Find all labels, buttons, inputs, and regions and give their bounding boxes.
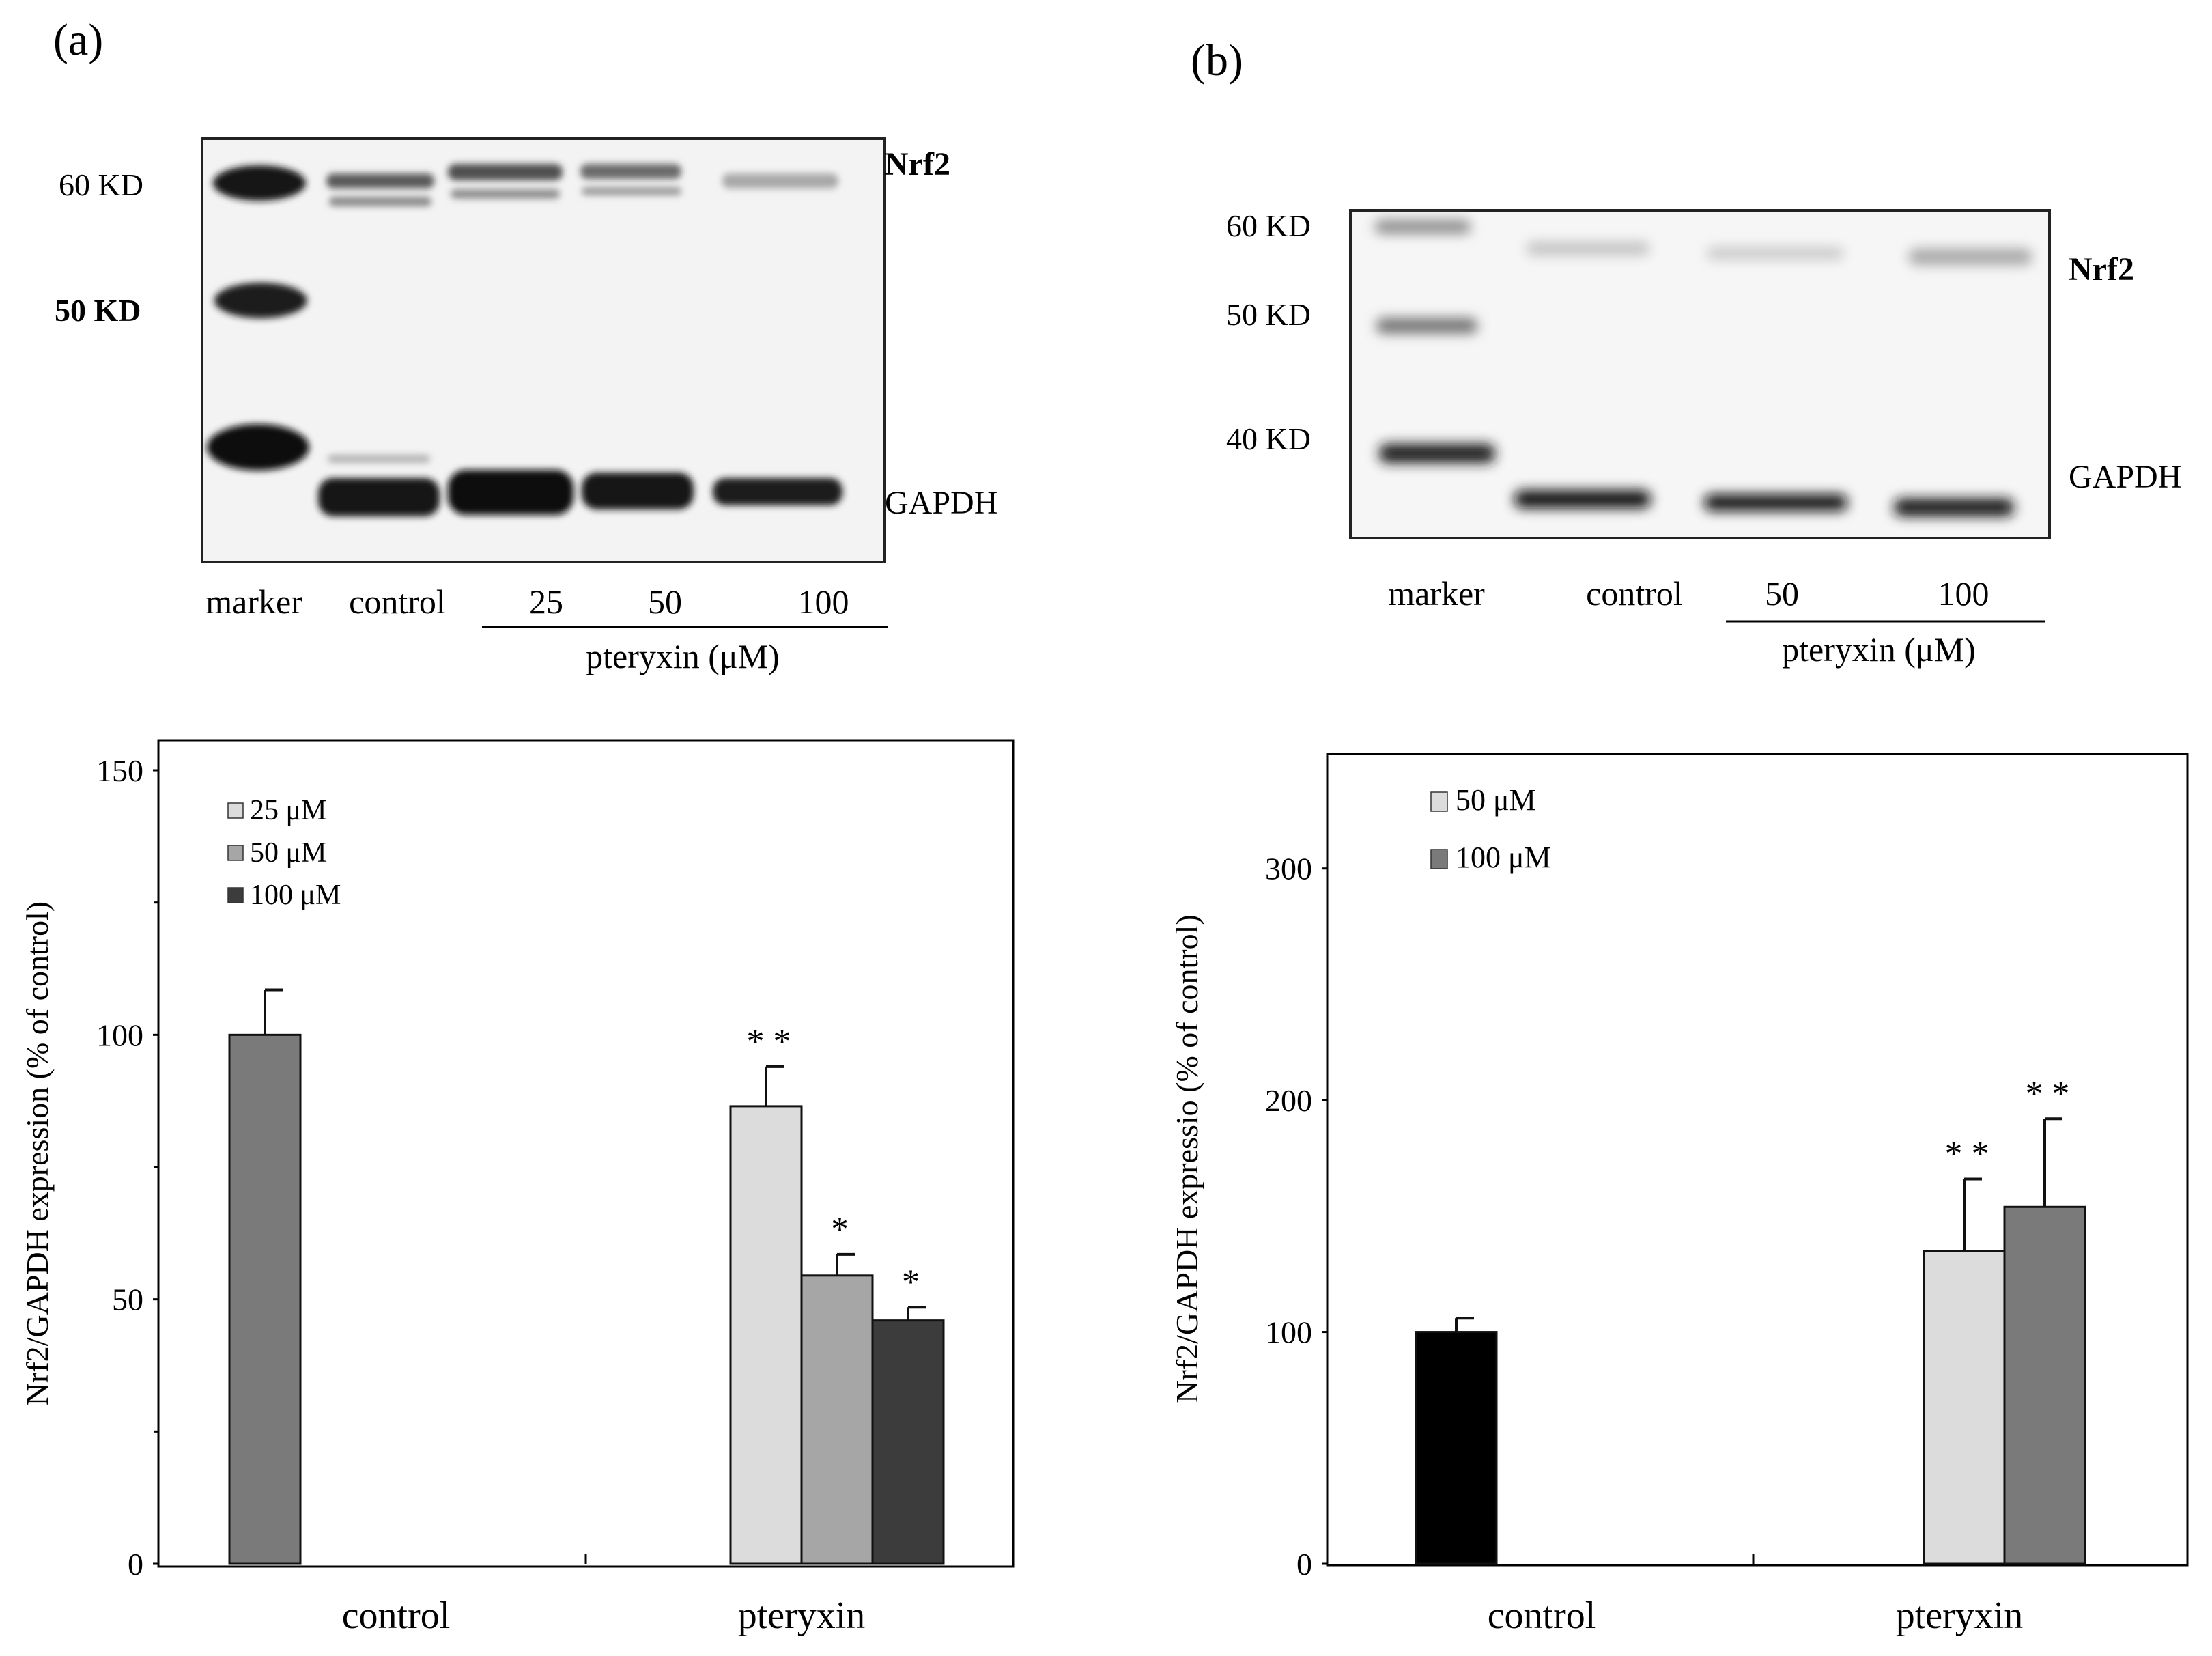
legend-label-50: 50 μM: [1456, 783, 1536, 817]
blot-a-nrf2-band: [580, 164, 681, 179]
y-tick-label: 100: [96, 1018, 143, 1052]
panel-b-label: (b): [1191, 36, 1243, 85]
panel-b: (b) 60 KD 50 KD 40 KD Nrf2 GAPDH marker …: [1169, 36, 2189, 1637]
blot-a-nrf2-band: [329, 197, 431, 206]
blot-a-gapdh-band: [582, 473, 694, 509]
chart-b: Nrf2/GAPDH expressio (% of control) cont…: [1169, 753, 2189, 1637]
blot-b-bands: [1375, 220, 2032, 516]
chart-a-ylabel: Nrf2/GAPDH expression (% of control): [20, 901, 55, 1405]
blot-a-lane-25: 25: [529, 583, 563, 621]
y-tick-label: 100: [1265, 1315, 1312, 1350]
blot-b-nrf2-band: [1909, 249, 2032, 265]
blot-a-marker-50kd: 50 KD: [55, 293, 141, 328]
blot-a-nrf2-band: [451, 189, 560, 199]
y-tick-label: 0: [128, 1547, 143, 1582]
chart-a-plot-frame: [157, 739, 1015, 1568]
bar-control: [1415, 1331, 1498, 1565]
blot-a-band-gapdh: GAPDH: [885, 485, 997, 521]
blot-a-band-nrf2: Nrf2: [885, 146, 950, 182]
blot-a-nrf2-band: [326, 173, 434, 188]
y-tick-label: 200: [1265, 1083, 1312, 1118]
legend-label-50: 50 μM: [250, 837, 326, 869]
significance-marker: *: [902, 1263, 920, 1302]
legend-swatch-50: [227, 845, 244, 861]
blot-b-marker-40kd: 40 KD: [1226, 421, 1311, 456]
blot-a-lane-marker: marker: [205, 583, 302, 621]
blot-b-lane-marker: marker: [1388, 574, 1485, 613]
blot-b-lane-100: 100: [1938, 574, 1989, 613]
chart-a-xtick-pteryxin: pteryxin: [738, 1595, 866, 1637]
significance-marker: * *: [1945, 1135, 1989, 1174]
y-tick-label: 0: [1296, 1547, 1312, 1582]
legend-swatch-100: [227, 887, 244, 903]
blot-a-gapdh-band: [328, 455, 430, 463]
y-tick-label: 300: [1265, 852, 1312, 886]
chart-a: Nrf2/GAPDH expression (% of control) con…: [20, 739, 1015, 1637]
blot-b-marker-band: [1375, 220, 1471, 234]
blot-b-nrf2-band: [1707, 247, 1843, 259]
legend-swatch-50: [1430, 791, 1448, 812]
blot-b-marker-band: [1376, 318, 1477, 333]
y-tick-label: 50: [112, 1282, 143, 1317]
bar-control: [228, 1033, 302, 1565]
bar-pteryxin-25μM: [729, 1105, 803, 1565]
blot-b-lane-control: control: [1586, 574, 1683, 613]
significance-marker: * *: [747, 1022, 791, 1061]
legend-label-100: 100 μM: [1456, 841, 1551, 874]
legend-label-100: 100 μM: [250, 880, 341, 911]
significance-marker: *: [831, 1210, 849, 1249]
blot-b: 60 KD 50 KD 40 KD Nrf2 GAPDH marker cont…: [1226, 208, 2181, 669]
chart-b-ylabel: Nrf2/GAPDH expressio (% of control): [1169, 914, 1204, 1403]
blot-a-gapdh-band: [448, 470, 573, 515]
blot-a-bands: [207, 164, 842, 516]
blot-b-gapdh-band: [1894, 499, 2014, 516]
blot-a-lane-100: 100: [798, 583, 849, 621]
chart-a-xtick-control: control: [342, 1595, 451, 1637]
blot-a-marker-band: [213, 165, 306, 201]
blot-b-marker-band: [1379, 444, 1495, 463]
chart-a-legend: 25 μM 50 μM 100 μM: [227, 795, 341, 911]
legend-swatch-25: [227, 802, 244, 819]
blot-a-gapdh-band: [713, 478, 842, 505]
chart-b-legend: 50 μM 100 μM: [1430, 783, 1551, 874]
blot-b-lane-50: 50: [1765, 574, 1799, 613]
blot-a-treatment-label: pteryxin (μM): [586, 637, 780, 675]
blot-b-gapdh-band: [1514, 490, 1651, 508]
chart-b-plot-frame: [1326, 753, 2189, 1567]
legend-swatch-100: [1430, 849, 1448, 869]
blot-a-marker-band: [214, 283, 307, 318]
legend-label-25: 25 μM: [250, 795, 326, 826]
blot-a: 60 KD 50 KD Nrf2 GAPDH marker control 25…: [55, 137, 997, 675]
bar-pteryxin-50μM: [800, 1274, 874, 1565]
blot-a-lane-control: control: [349, 583, 446, 621]
blot-a-nrf2-band: [448, 164, 563, 180]
blot-b-marker-50kd: 50 KD: [1226, 297, 1311, 332]
blot-a-marker-band: [207, 424, 309, 471]
bar-pteryxin-50μM: [1923, 1250, 2006, 1565]
bar-pteryxin-100μM: [2003, 1205, 2086, 1565]
panel-a: (a): [20, 15, 1015, 1637]
blot-b-nrf2-band: [1527, 242, 1649, 255]
blot-b-marker-60kd: 60 KD: [1226, 208, 1311, 243]
blot-b-gapdh-band: [1704, 494, 1847, 511]
panel-a-label: (a): [53, 15, 103, 65]
blot-a-nrf2-band: [722, 173, 838, 188]
blot-b-band-nrf2: Nrf2: [2069, 251, 2134, 287]
blot-b-treatment-label: pteryxin (μM): [1782, 630, 1976, 669]
significance-marker: * *: [2026, 1074, 2070, 1113]
blot-b-band-gapdh: GAPDH: [2069, 459, 2181, 495]
blot-a-gapdh-band: [318, 478, 440, 516]
chart-b-xtick-control: control: [1488, 1595, 1596, 1637]
y-tick-label: 150: [96, 753, 143, 788]
blot-a-lane-50: 50: [648, 583, 682, 621]
bar-pteryxin-100μM: [871, 1319, 945, 1565]
chart-b-xtick-pteryxin: pteryxin: [1896, 1595, 2024, 1637]
blot-a-nrf2-band: [582, 187, 681, 195]
blot-a-marker-60kd: 60 KD: [59, 167, 143, 202]
